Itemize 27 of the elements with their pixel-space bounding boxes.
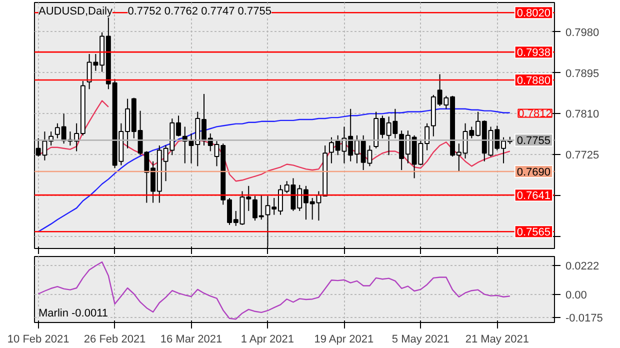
line-series (38, 261, 510, 320)
x-tick-label: 10 Feb 2021 (7, 334, 70, 346)
text: 0.7812 (518, 108, 552, 120)
text: Marlin -0.0011 (38, 308, 108, 320)
y-tick-label: 0.7725 (566, 150, 600, 162)
x-tick-label: 21 May 2021 (465, 334, 529, 346)
line-series (38, 108, 510, 232)
chart-subtitle: 0.7752 0.7762 0.7747 0.7755 (128, 6, 272, 18)
x-tick-label: 26 Feb 2021 (84, 334, 146, 346)
ref-line-label: 0.7755 (516, 135, 551, 148)
ref-line-label: 0.7641 (516, 190, 551, 202)
ref-line-label: 0.7690 (516, 166, 551, 178)
chart-title: AUDUSD,Daily (38, 6, 113, 18)
x-tick-label: 16 Mar 2021 (160, 334, 222, 346)
y-tick-label: 0.00 (566, 290, 587, 302)
ref-line-label: 0.7880 (516, 75, 551, 88)
x-tick-label: 1 Apr 2021 (240, 334, 294, 346)
y-tick-label: 0.7895 (566, 68, 600, 80)
y-tick-label: 0.7810 (566, 108, 600, 121)
ref-line-label: 0.7565 (516, 226, 551, 239)
y-tick-label: 0.7980 (566, 26, 600, 39)
ref-line-label: 0.7938 (516, 47, 551, 60)
ref-line-label: 0.8020 (516, 8, 551, 20)
x-tick-label: 5 May 2021 (392, 334, 450, 346)
y-tick-label: 0.0222 (566, 260, 600, 273)
y-tick-label: -0.0175 (566, 312, 603, 325)
x-tick-label: 19 Apr 2021 (314, 334, 374, 346)
